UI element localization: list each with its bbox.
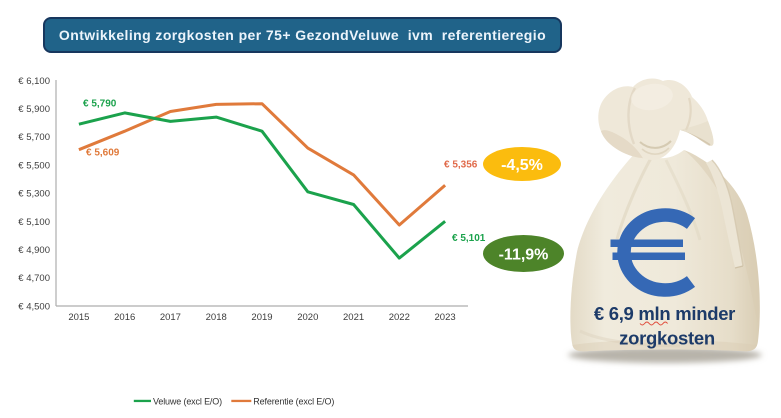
svg-text:€ 5,900: € 5,900 — [18, 104, 50, 115]
svg-text:€ 5,356: € 5,356 — [444, 159, 478, 170]
svg-text:€ 6,9 mln minder: € 6,9 mln minder — [594, 303, 735, 324]
svg-text:2023: 2023 — [435, 312, 456, 323]
svg-text:€ 5,790: € 5,790 — [83, 99, 117, 110]
svg-text:2019: 2019 — [251, 312, 272, 323]
svg-text:2022: 2022 — [389, 312, 410, 323]
svg-text:€ 5,700: € 5,700 — [18, 132, 50, 143]
svg-text:Veluwe (excl E/O): Veluwe (excl E/O) — [153, 396, 222, 406]
svg-text:€ 4,500: € 4,500 — [18, 301, 50, 312]
svg-text:€ 4,900: € 4,900 — [18, 245, 50, 256]
svg-text:-11,9%: -11,9% — [499, 247, 549, 264]
svg-text:2017: 2017 — [160, 312, 181, 323]
svg-text:2018: 2018 — [206, 312, 227, 323]
svg-text:2015: 2015 — [68, 312, 89, 323]
svg-text:€ 5,101: € 5,101 — [452, 233, 486, 244]
svg-text:2021: 2021 — [343, 312, 364, 323]
svg-text:2020: 2020 — [297, 312, 318, 323]
svg-text:€ 6,100: € 6,100 — [18, 76, 50, 87]
svg-text:zorgkosten: zorgkosten — [619, 328, 715, 349]
svg-text:€ 5,609: € 5,609 — [86, 148, 120, 159]
svg-text:Referentie (excl E/O): Referentie (excl E/O) — [253, 396, 334, 406]
svg-text:€ 5,100: € 5,100 — [18, 217, 50, 228]
svg-text:€ 4,700: € 4,700 — [18, 273, 50, 284]
svg-text:2016: 2016 — [114, 312, 135, 323]
svg-text:€ 5,500: € 5,500 — [18, 160, 50, 171]
svg-text:€ 5,300: € 5,300 — [18, 189, 50, 200]
svg-text:-4,5%: -4,5% — [501, 157, 543, 174]
